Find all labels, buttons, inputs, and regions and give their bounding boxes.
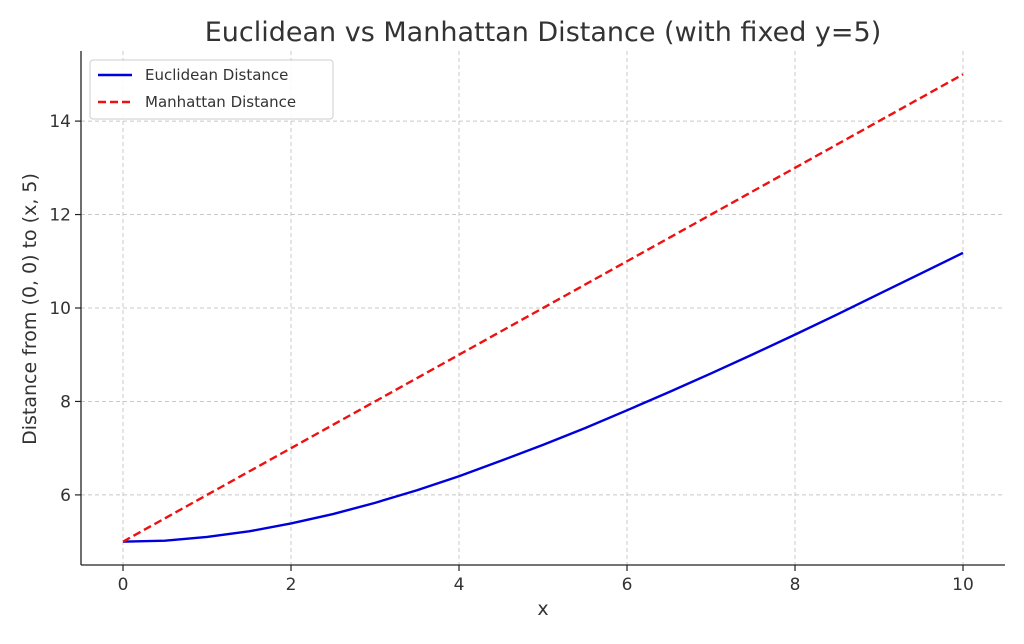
chart-title: Euclidean vs Manhattan Distance (with fi… [205, 17, 882, 48]
x-axis-label: x [537, 598, 548, 620]
legend-label-1: Manhattan Distance [145, 93, 296, 111]
x-tick-label: 0 [118, 575, 129, 595]
legend: Euclidean Distance Manhattan Distance [89, 59, 334, 120]
series-layer [122, 73, 964, 543]
series-line-0 [122, 251, 964, 543]
x-tick-label: 2 [286, 575, 297, 595]
y-tick-label: 12 [49, 206, 71, 226]
x-tick-label: 6 [622, 575, 633, 595]
series-line-1 [122, 73, 964, 543]
y-tick-label: 6 [60, 486, 71, 506]
x-tick-label: 8 [790, 575, 801, 595]
y-axis-label: Distance from (0, 0) to (x, 5) [19, 173, 41, 445]
ticks: 0 2 4 6 8 10 6 8 10 12 14 [49, 112, 973, 595]
legend-label-0: Euclidean Distance [145, 66, 288, 84]
y-tick-label: 10 [49, 299, 71, 319]
y-tick-label: 8 [60, 392, 71, 412]
grid [81, 51, 1005, 565]
y-tick-label: 14 [49, 112, 71, 132]
x-tick-label: 4 [454, 575, 465, 595]
legend-box [89, 59, 334, 120]
x-tick-label: 10 [952, 575, 974, 595]
